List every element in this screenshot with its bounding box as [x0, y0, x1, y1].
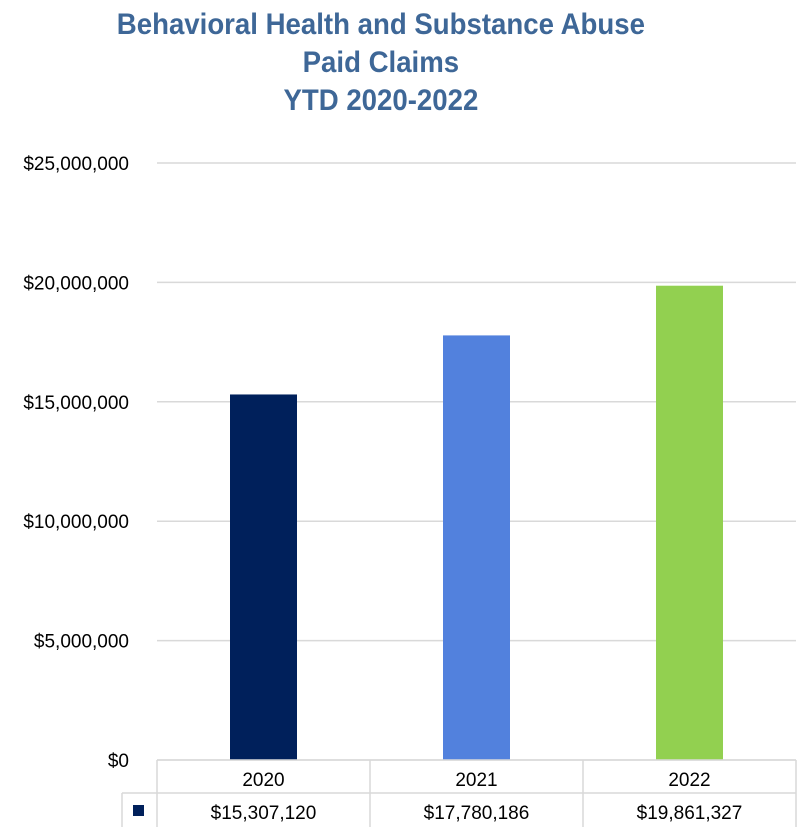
- y-tick-label: $10,000,000: [23, 512, 129, 533]
- y-tick-label: $5,000,000: [34, 632, 129, 653]
- y-tick-label: $20,000,000: [23, 273, 129, 294]
- y-tick-label: $25,000,000: [23, 154, 129, 175]
- y-axis-tick-labels: $0 $5,000,000 $10,000,000 $15,000,000 $20,00…: [23, 154, 129, 772]
- x-tick-label: 2020: [242, 770, 284, 791]
- bar-2021: [443, 335, 510, 760]
- chart-title-line: YTD 2020-2022: [283, 84, 479, 117]
- chart-title-line: Behavioral Health and Substance Abuse: [116, 8, 645, 41]
- data-label: $17,780,186: [424, 803, 530, 824]
- bar-2022: [656, 285, 723, 760]
- data-label: $19,861,327: [637, 803, 743, 824]
- x-tick-label: 2022: [668, 770, 710, 791]
- chart-title-line: Paid Claims: [302, 46, 460, 79]
- bars: [230, 285, 723, 760]
- chart-title: Behavioral Health and Substance Abuse Pa…: [0, 6, 762, 120]
- y-tick-label: $15,000,000: [23, 393, 129, 414]
- data-label: $15,307,120: [211, 803, 317, 824]
- y-tick-label: $0: [108, 751, 129, 772]
- bar-2020: [230, 394, 297, 760]
- legend-key: [133, 805, 144, 816]
- data-table: 2020 $15,307,120 2021 $17,780,186 2022 $19,86…: [121, 759, 797, 827]
- x-tick-label: 2021: [455, 770, 497, 791]
